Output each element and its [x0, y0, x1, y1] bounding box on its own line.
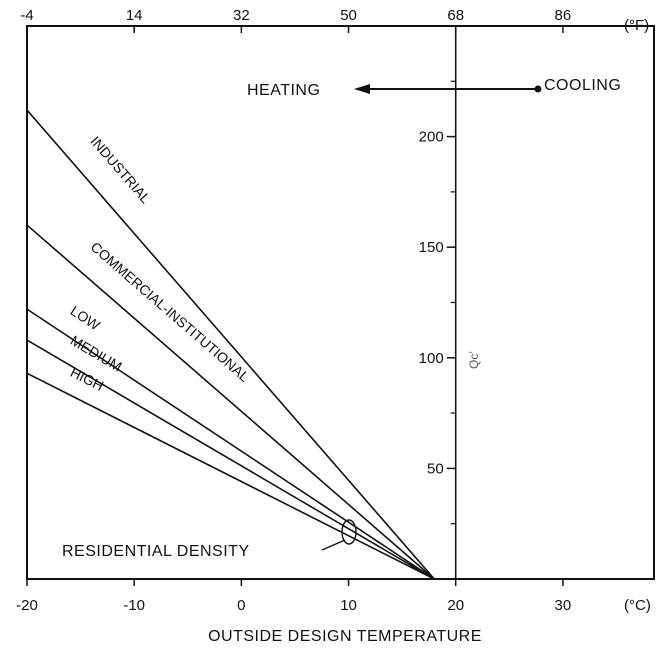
- x-tick-label: 30: [555, 597, 572, 614]
- x-axis-ticks: -20 -10 0 10 20 30: [16, 579, 571, 614]
- series-line-medium: [26, 339, 435, 580]
- series-label-high: HIGH: [68, 364, 106, 394]
- heating-label: HEATING: [247, 82, 320, 99]
- top-tick-label: 32: [233, 7, 250, 24]
- cooling-label: COOLING: [544, 77, 621, 94]
- y-axis-ticks: 50 100 150 200: [419, 80, 456, 525]
- series-label-low: LOW: [68, 302, 104, 333]
- y-tick-label: 100: [419, 350, 444, 367]
- x-tick-label: 0: [237, 597, 245, 614]
- top-tick-label: 86: [555, 7, 572, 24]
- x-tick-label: -20: [16, 597, 38, 614]
- series-group: INDUSTRIALCOMMERCIAL-INSTITUTIONALLOWMED…: [26, 109, 435, 580]
- y-axis-marker: Qc’: [467, 351, 481, 369]
- series-line-high: [26, 372, 435, 580]
- plot-frame: [26, 25, 655, 580]
- series-line-low: [26, 308, 435, 580]
- x-axis-label: OUTSIDE DESIGN TEMPERATURE: [208, 628, 482, 645]
- top-tick-label: 50: [340, 7, 357, 24]
- residential-density-label: RESIDENTIAL DENSITY: [62, 543, 250, 560]
- x-tick-label: 20: [447, 597, 464, 614]
- top-tick-label: 14: [126, 7, 143, 24]
- x-tick-label: 10: [340, 597, 357, 614]
- top-axis-unit: (°F): [624, 17, 649, 34]
- top-tick-label: -4: [20, 7, 33, 24]
- cooling-marker: [534, 85, 542, 93]
- top-tick-label: 68: [447, 7, 464, 24]
- residential-bracket: [341, 519, 357, 545]
- top-axis-ticks: -4 14 32 50 68 86: [20, 7, 571, 33]
- series-line-commercial-institutional: [26, 224, 435, 580]
- y-tick-label: 50: [427, 460, 444, 477]
- heating-arrow-head: [354, 84, 370, 94]
- y-tick-label: 150: [419, 239, 444, 256]
- x-axis-unit: (°C): [624, 597, 651, 614]
- y-tick-label: 200: [419, 129, 444, 146]
- series-line-industrial: [26, 109, 435, 580]
- residential-pointer: [321, 539, 346, 551]
- x-tick-label: -10: [123, 597, 145, 614]
- series-label-industrial: INDUSTRIAL: [87, 133, 154, 206]
